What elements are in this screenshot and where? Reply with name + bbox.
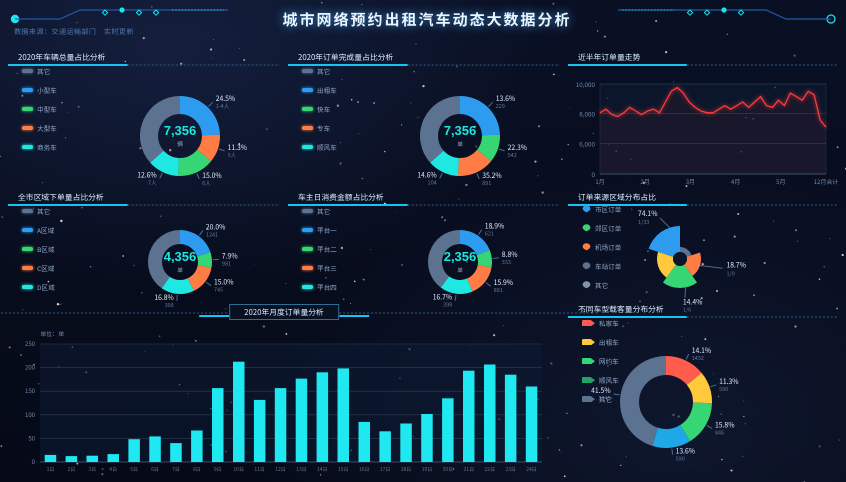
svg-text:1346: 1346 [598, 394, 610, 402]
svg-text:12月合计: 12月合计 [814, 177, 839, 186]
svg-text:1432: 1432 [692, 354, 704, 362]
svg-text:6,000: 6,000 [579, 139, 595, 148]
svg-text:16日: 16日 [359, 466, 370, 473]
svg-text:10,000: 10,000 [576, 80, 596, 89]
svg-text:23日: 23日 [505, 466, 516, 473]
svg-text:5月: 5月 [776, 177, 785, 186]
svg-text:150: 150 [25, 386, 36, 395]
svg-text:7,356: 7,356 [444, 123, 477, 138]
svg-text:333: 333 [502, 258, 511, 266]
svg-text:1241: 1241 [206, 230, 218, 238]
svg-text:590: 590 [676, 455, 685, 463]
svg-text:4日: 4日 [109, 466, 117, 473]
svg-text:单: 单 [177, 266, 183, 274]
svg-text:250: 250 [25, 339, 36, 348]
svg-text:13日: 13日 [296, 466, 307, 473]
svg-text:7日: 7日 [172, 466, 180, 473]
svg-text:100: 100 [25, 410, 36, 419]
svg-text:6人: 6人 [202, 179, 211, 187]
svg-text:5人: 5人 [228, 151, 237, 159]
svg-text:单: 单 [457, 140, 463, 148]
svg-text:22日: 22日 [484, 466, 495, 473]
svg-text:5日: 5日 [130, 466, 138, 473]
svg-text:6日: 6日 [151, 466, 159, 473]
svg-text:12日: 12日 [275, 466, 286, 473]
svg-text:621: 621 [485, 230, 494, 238]
svg-text:1/9: 1/9 [727, 269, 735, 277]
svg-text:1日: 1日 [47, 466, 55, 473]
svg-text:9日: 9日 [214, 466, 222, 473]
svg-text:891: 891 [482, 179, 491, 187]
svg-text:8,000: 8,000 [579, 110, 595, 119]
svg-text:8日: 8日 [193, 466, 201, 473]
svg-text:21日: 21日 [464, 466, 475, 473]
svg-text:24日: 24日 [526, 466, 537, 473]
svg-text:1-4人: 1-4人 [216, 102, 230, 110]
svg-text:7,356: 7,356 [164, 123, 197, 138]
svg-text:20日: 20日 [443, 466, 454, 473]
svg-text:7人: 7人 [148, 178, 157, 186]
svg-text:104: 104 [428, 178, 437, 186]
svg-text:745: 745 [214, 286, 223, 294]
svg-text:单: 单 [457, 266, 463, 274]
svg-text:4,356: 4,356 [164, 249, 197, 264]
svg-text:4月: 4月 [731, 177, 740, 186]
svg-text:981: 981 [222, 259, 231, 267]
svg-text:542: 542 [508, 151, 517, 159]
svg-text:1月: 1月 [595, 177, 604, 186]
svg-text:11日: 11日 [254, 466, 265, 473]
svg-text:2日: 2日 [68, 466, 76, 473]
svg-text:辆: 辆 [177, 140, 183, 148]
svg-text:846: 846 [715, 428, 724, 436]
svg-text:891: 891 [494, 286, 503, 294]
svg-text:14日: 14日 [317, 466, 328, 473]
svg-text:3日: 3日 [88, 466, 96, 473]
svg-text:单位：单: 单位：单 [40, 329, 64, 338]
svg-text:18日: 18日 [401, 466, 412, 473]
svg-text:74.1%: 74.1% [638, 208, 657, 218]
svg-text:590: 590 [719, 385, 728, 393]
svg-text:19日: 19日 [422, 466, 433, 473]
svg-text:10日: 10日 [233, 466, 244, 473]
svg-text:2月: 2月 [641, 177, 650, 186]
svg-text:50: 50 [28, 433, 35, 442]
svg-text:1/33: 1/33 [638, 218, 649, 226]
svg-text:229: 229 [496, 102, 505, 110]
svg-text:18.7%: 18.7% [727, 259, 746, 269]
svg-text:2,356: 2,356 [444, 249, 477, 264]
svg-text:0: 0 [32, 457, 36, 466]
svg-text:15日: 15日 [338, 466, 349, 473]
svg-text:17日: 17日 [380, 466, 391, 473]
svg-text:3月: 3月 [686, 177, 695, 186]
svg-text:200: 200 [25, 363, 36, 372]
